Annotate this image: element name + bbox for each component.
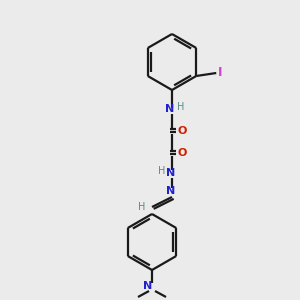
Text: O: O [178,148,188,158]
Text: O: O [178,125,188,136]
Text: N: N [166,168,175,178]
Text: I: I [218,67,223,80]
Text: N: N [166,186,175,196]
Text: N: N [165,104,174,114]
Text: H: H [158,166,165,176]
Text: N: N [143,281,153,291]
Text: H: H [177,102,184,112]
Text: H: H [138,202,146,212]
